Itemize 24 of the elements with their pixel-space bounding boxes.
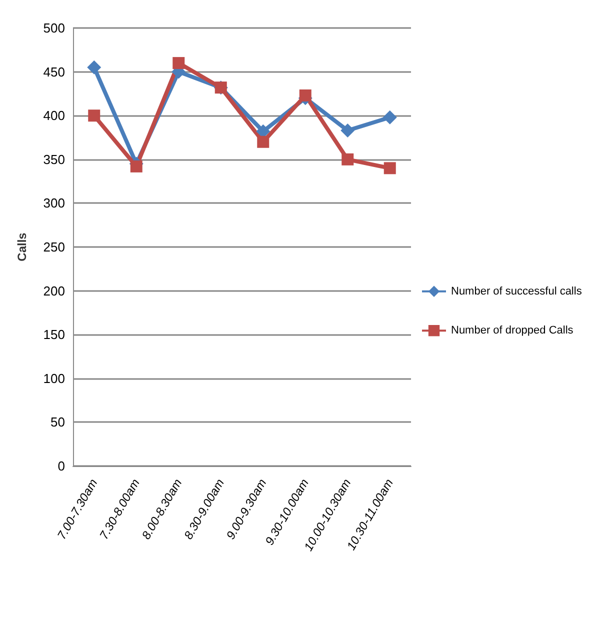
point — [88, 110, 100, 122]
y-tick-label: 300 — [43, 196, 65, 211]
y-tick-label: 400 — [43, 108, 65, 124]
y-tick-label: 100 — [43, 370, 65, 386]
y-tick-label: 450 — [43, 64, 65, 80]
y-tick-label: 0 — [58, 458, 65, 474]
point — [299, 89, 312, 102]
point — [130, 160, 142, 172]
point — [342, 153, 354, 166]
point — [172, 57, 185, 70]
point — [340, 123, 355, 138]
legend-label: Number of successful calls — [451, 285, 582, 298]
legend-label: Number of dropped Calls — [451, 324, 574, 337]
y-axis-title: Calls — [15, 232, 29, 262]
y-tick-label: 200 — [43, 283, 65, 298]
point — [257, 136, 270, 148]
point — [382, 110, 397, 124]
point — [384, 162, 396, 174]
point — [87, 60, 102, 74]
y-tick-label: 350 — [43, 152, 65, 167]
y-tick-label: 150 — [43, 327, 65, 342]
y-tick-label: 500 — [43, 20, 65, 36]
y-tick-label: 250 — [43, 240, 65, 254]
y-tick-label: 50 — [50, 414, 65, 430]
